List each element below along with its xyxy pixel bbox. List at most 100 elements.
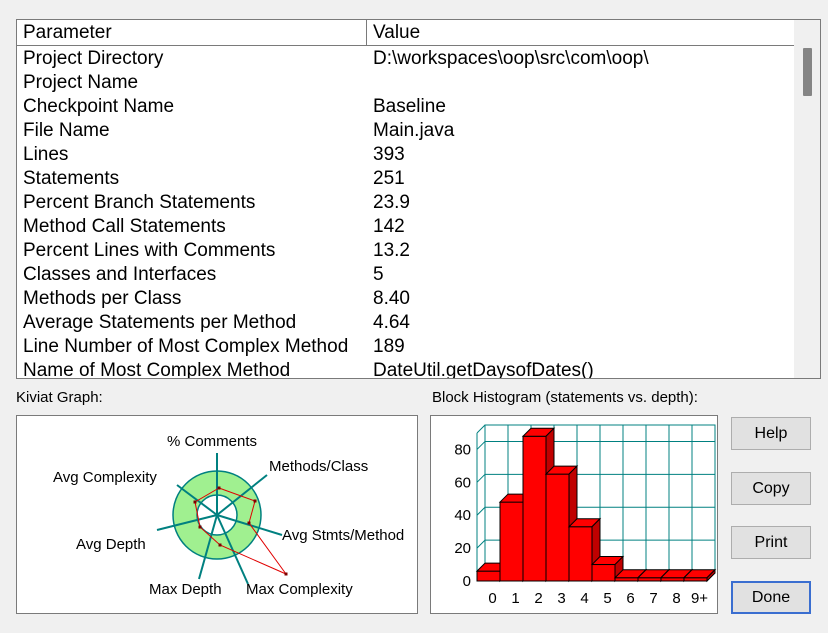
kiviat-spoke — [216, 514, 283, 536]
kiviat-point — [247, 521, 251, 525]
kiviat-axis-avg-stmts: Avg Stmts/Method — [282, 527, 404, 544]
table-row[interactable]: Line Number of Most Complex Method 189 — [17, 335, 795, 359]
table-row[interactable]: Percent Lines with Comments 13.2 — [17, 239, 795, 263]
kiviat-axis-avg-depth: Avg Depth — [76, 536, 146, 553]
histogram-bars — [475, 427, 717, 583]
value-cell: 4.64 — [373, 312, 410, 333]
scrollbar-thumb[interactable] — [803, 48, 812, 96]
value-cell: D:\workspaces\oop\src\com\oop\ — [373, 48, 649, 69]
histogram-grid-line — [476, 424, 486, 434]
table-row[interactable]: File Name Main.java — [17, 119, 795, 143]
value-cell: 5 — [373, 264, 384, 285]
parameter-cell: Checkpoint Name — [23, 96, 175, 117]
kiviat-axis-avg-complexity: Avg Complexity — [53, 469, 157, 486]
table-row[interactable]: Average Statements per Method 4.64 — [17, 311, 795, 335]
copy-button[interactable]: Copy — [731, 472, 811, 505]
value-cell — [367, 71, 795, 95]
table-row[interactable]: Project Directory D:\workspaces\oop\src\c… — [17, 47, 795, 71]
histogram-y-tick-label: 0 — [463, 573, 471, 590]
histogram-x-tick-label: 3 — [557, 590, 565, 607]
value-cell: DateUtil.getDaysofDates() — [373, 360, 594, 379]
histogram-y-ticks: 0 20 40 60 80 — [454, 441, 471, 590]
histogram-x-tick-label: 7 — [649, 590, 657, 607]
histogram-grid-line — [476, 441, 486, 450]
value-cell: 13.2 — [373, 240, 410, 261]
parameter-cell: Classes and Interfaces — [23, 264, 217, 285]
parameter-cell: File Name — [23, 120, 110, 141]
histogram-grid-line — [476, 506, 486, 516]
kiviat-axis-max-depth: Max Depth — [149, 581, 222, 598]
metrics-list[interactable]: Parameter Value Project Directory D:\work… — [16, 19, 821, 379]
histogram-bar — [682, 568, 717, 583]
kiviat-point — [284, 572, 288, 576]
parameter-cell: Methods per Class — [23, 288, 182, 309]
kiviat-points — [193, 486, 288, 576]
kiviat-spoke — [216, 474, 268, 516]
kiviat-label: Kiviat Graph: — [16, 389, 103, 406]
parameter-cell: Name of Most Complex Method — [23, 360, 291, 379]
kiviat-point — [217, 486, 221, 490]
table-row[interactable]: Classes and Interfaces 5 — [17, 263, 795, 287]
table-row[interactable]: Name of Most Complex Method DateUtil.getD… — [17, 359, 795, 379]
value-cell: Main.java — [373, 120, 455, 141]
parameter-cell: Project Directory — [23, 48, 164, 69]
kiviat-spoke — [198, 514, 218, 580]
kiviat-point — [193, 500, 197, 504]
parameter-cell: Line Number of Most Complex Method — [23, 336, 349, 357]
value-cell: Baseline — [373, 96, 446, 117]
table-row[interactable]: Percent Branch Statements 23.9 — [17, 191, 795, 215]
kiviat-spoke — [156, 514, 218, 531]
parameter-cell: Percent Branch Statements — [23, 192, 256, 213]
histogram-y-tick-label: 60 — [454, 474, 471, 491]
column-header-parameter[interactable]: Parameter — [17, 20, 367, 46]
kiviat-spokes — [156, 453, 283, 585]
parameter-cell: Percent Lines with Comments — [23, 240, 276, 261]
column-header-value[interactable]: Value — [367, 20, 795, 46]
kiviat-spoke — [216, 514, 249, 585]
table-row[interactable]: Lines 393 — [17, 143, 795, 167]
kiviat-point — [218, 543, 222, 547]
histogram-x-tick-label: 1 — [511, 590, 519, 607]
histogram-x-tick-label: 5 — [603, 590, 611, 607]
kiviat-axis-comments: % Comments — [167, 433, 257, 450]
histogram-y-tick-label: 80 — [454, 441, 471, 458]
table-row[interactable]: Method Call Statements 142 — [17, 215, 795, 239]
value-cell: 251 — [373, 168, 405, 189]
kiviat-axis-max-complexity: Max Complexity — [246, 581, 353, 598]
histogram-x-tick-label: 9+ — [691, 590, 708, 607]
value-cell: 23.9 — [373, 192, 410, 213]
parameter-cell: Lines — [23, 144, 69, 165]
kiviat-polygon — [194, 487, 288, 576]
help-button[interactable]: Help — [731, 417, 811, 450]
histogram-bar — [590, 555, 625, 583]
histogram-grid-line — [476, 539, 486, 549]
histogram-y-tick-label: 20 — [454, 540, 471, 557]
kiviat-svg: % Comments Methods/Class Avg Stmts/Metho… — [53, 433, 404, 598]
histogram-x-ticks: 0 1 2 3 4 5 6 7 8 9+ — [488, 590, 708, 607]
kiviat-axis-methods-per-class: Methods/Class — [269, 458, 368, 475]
histogram-x-tick-label: 0 — [488, 590, 496, 607]
histogram-grid-line — [476, 473, 486, 483]
kiviat-point — [198, 525, 202, 529]
histogram-label: Block Histogram (statements vs. depth): — [432, 389, 698, 406]
kiviat-graph: % Comments Methods/Class Avg Stmts/Metho… — [16, 415, 418, 614]
value-cell: 189 — [373, 336, 405, 357]
vertical-scrollbar[interactable] — [794, 20, 820, 378]
done-button[interactable]: Done — [731, 581, 811, 614]
table-row[interactable]: Methods per Class 8.40 — [17, 287, 795, 311]
value-cell: 142 — [373, 216, 405, 237]
histogram-y-tick-label: 40 — [454, 507, 471, 524]
block-histogram: 0 20 40 60 80 0 1 2 3 4 5 6 7 8 9+ — [430, 415, 718, 614]
print-button[interactable]: Print — [731, 526, 811, 559]
parameter-cell: Method Call Statements — [23, 216, 226, 237]
kiviat-point — [253, 499, 257, 503]
histogram-x-tick-label: 4 — [580, 590, 588, 607]
table-row[interactable]: Statements 251 — [17, 167, 795, 191]
value-cell: 8.40 — [373, 288, 410, 309]
histogram-x-tick-label: 2 — [534, 590, 542, 607]
value-cell: 393 — [373, 144, 405, 165]
histogram-x-tick-label: 6 — [626, 590, 634, 607]
table-row[interactable]: Checkpoint Name Baseline — [17, 95, 795, 119]
table-row[interactable]: Project Name — [17, 71, 795, 95]
